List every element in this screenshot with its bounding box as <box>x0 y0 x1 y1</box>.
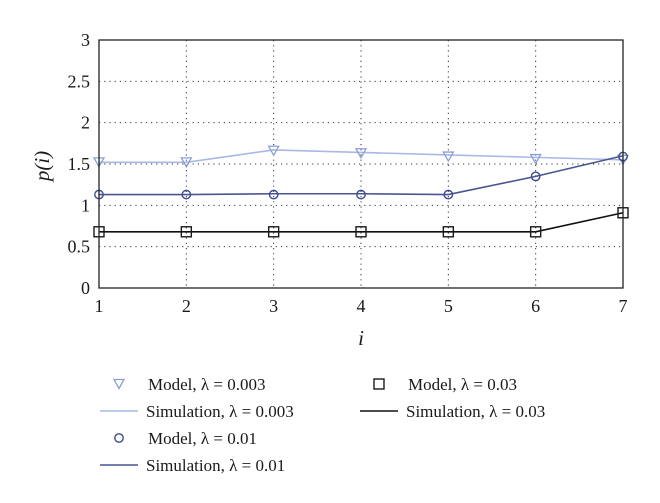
legend-item-model-lambda-0-01: Model, λ = 0.01 <box>114 429 257 448</box>
data-point-model-lambda-0-01 <box>181 189 192 200</box>
data-point-model-lambda-0-01 <box>268 189 279 200</box>
data-point-model-lambda-0-003 <box>529 153 542 165</box>
data-point-model-lambda-0-03 <box>267 226 280 238</box>
data-point-model-lambda-0-03 <box>355 226 367 238</box>
data-point-model-lambda-0-003 <box>267 145 280 157</box>
data-point-model-lambda-0-003 <box>180 157 193 169</box>
y-tick-label: 1.5 <box>68 154 91 174</box>
x-tick-label: 3 <box>269 296 278 316</box>
legend-item-simulation-lambda-0-01: Simulation, λ = 0.01 <box>100 456 285 475</box>
x-tick-label: 4 <box>357 296 366 316</box>
series-line-simulation-lambda-0-03 <box>99 211 624 233</box>
data-point-model-lambda-0-003 <box>442 151 455 163</box>
x-tick-label: 2 <box>182 296 191 316</box>
legend-swatch <box>114 433 124 443</box>
legend-label: Model, λ = 0.01 <box>148 429 257 448</box>
legend-label: Simulation, λ = 0.003 <box>146 402 294 421</box>
y-tick-label: 2 <box>81 113 90 133</box>
legend-label: Simulation, λ = 0.03 <box>406 402 545 421</box>
data-point-model-lambda-0-01 <box>356 189 366 200</box>
y-tick-label: 1 <box>81 195 90 215</box>
legend-label: Simulation, λ = 0.01 <box>146 456 285 475</box>
x-tick-label: 5 <box>444 296 453 316</box>
legend-label: Model, λ = 0.03 <box>408 375 517 394</box>
y-tick-label: 0.5 <box>68 237 91 257</box>
legend-swatch <box>373 378 385 390</box>
data-point-model-lambda-0-01 <box>443 189 454 200</box>
series-lines <box>99 149 624 233</box>
y-tick-label: 0 <box>81 278 90 298</box>
data-point-model-lambda-0-003 <box>354 148 368 160</box>
x-tick-label: 1 <box>95 296 104 316</box>
x-tick-labels: 1 2 3 4 5 6 7 <box>95 296 628 316</box>
legend-item-model-lambda-0-03: Model, λ = 0.03 <box>373 375 517 394</box>
legend-item-model-lambda-0-003: Model, λ = 0.003 <box>112 375 265 394</box>
y-axis-label: p(i) <box>30 151 54 183</box>
legend-item-simulation-lambda-0-003: Simulation, λ = 0.003 <box>100 402 294 421</box>
legend-swatch <box>112 378 126 390</box>
y-tick-label: 3 <box>81 30 90 50</box>
x-tick-label: 6 <box>531 296 540 316</box>
x-tick-label: 7 <box>619 296 628 316</box>
legend: Model, λ = 0.003 Simulation, λ = 0.003 Mod… <box>100 375 545 475</box>
data-point-model-lambda-0-03 <box>442 226 455 238</box>
data-point-model-lambda-0-03 <box>180 226 193 238</box>
x-axis-label: i <box>358 326 364 350</box>
y-tick-labels: 0 0.5 1 1.5 2 2.5 3 <box>68 30 91 298</box>
series-line-simulation-lambda-0-003 <box>99 149 624 164</box>
legend-label: Model, λ = 0.003 <box>148 375 265 394</box>
grid-lines <box>99 40 623 288</box>
series-line-simulation-lambda-0-01 <box>99 154 624 196</box>
y-tick-label: 2.5 <box>68 71 91 91</box>
plot-frame <box>98 39 624 289</box>
data-point-model-lambda-0-03 <box>529 226 542 238</box>
legend-item-simulation-lambda-0-03: Simulation, λ = 0.03 <box>360 402 545 421</box>
data-point-model-lambda-0-01 <box>530 171 541 182</box>
